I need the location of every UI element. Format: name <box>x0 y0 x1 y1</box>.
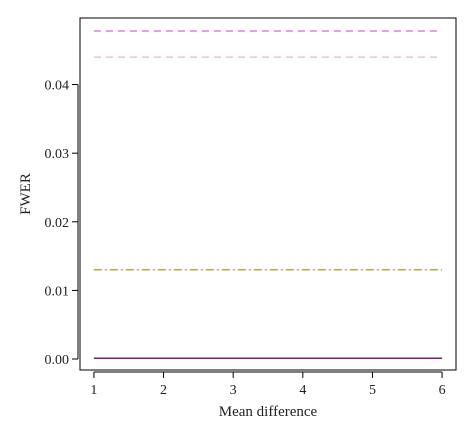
x-tick-label: 4 <box>299 383 306 398</box>
x-tick-label: 2 <box>160 383 167 398</box>
x-tick-label: 5 <box>369 383 376 398</box>
series-layer <box>93 30 443 360</box>
y-axis: 0.00 0.01 0.02 0.03 0.04 <box>45 79 79 368</box>
y-tick-label: 0.02 <box>45 216 70 231</box>
plot-frame <box>79 17 457 371</box>
x-tick-label: 3 <box>230 383 237 398</box>
y-tick-label: 0.03 <box>45 147 70 162</box>
x-tick-label: 1 <box>90 383 97 398</box>
y-tick-label: 0.00 <box>45 353 70 368</box>
y-tick-label: 0.01 <box>45 284 70 299</box>
x-axis: 1 2 3 4 5 6 <box>90 371 446 398</box>
x-tick-label: 6 <box>439 383 446 398</box>
y-tick-label: 0.04 <box>45 79 70 94</box>
x-axis-title: Mean difference <box>219 404 318 420</box>
y-axis-title: FWER <box>18 173 34 215</box>
